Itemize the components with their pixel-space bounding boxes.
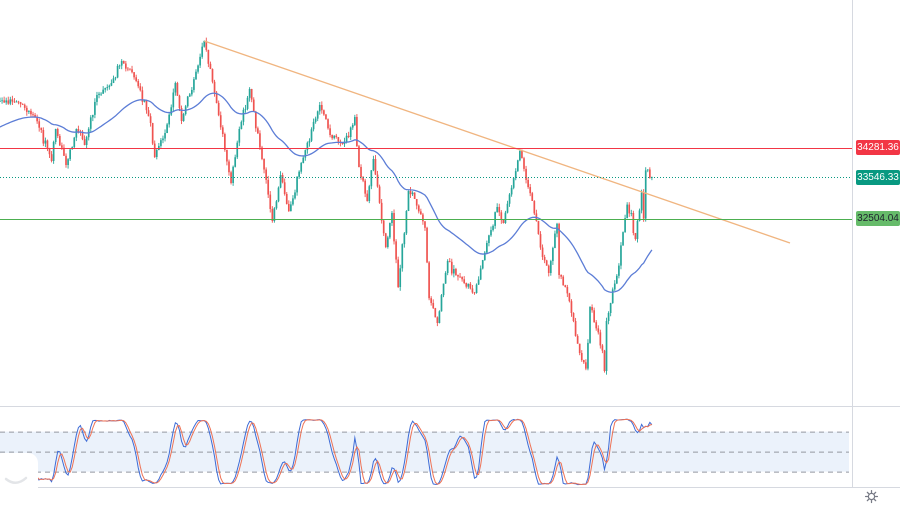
tradingview-watermark bbox=[0, 453, 38, 498]
price-level-badge-last-price: 33546.33 bbox=[856, 169, 900, 185]
price-level-badge-resistance: 34281.36 bbox=[856, 140, 900, 156]
price-level-badge-support: 32504.04 bbox=[856, 211, 900, 227]
time-axis[interactable]: SepNov2022MarMayJulSepNov2023Mar bbox=[0, 488, 900, 512]
gear-glyph bbox=[864, 489, 878, 504]
settings-gear-icon[interactable] bbox=[862, 489, 880, 507]
watermark-logo-icon bbox=[4, 476, 28, 484]
price-axis[interactable]: 37000.0036000.0035000.0034000.0033000.00… bbox=[852, 0, 900, 488]
